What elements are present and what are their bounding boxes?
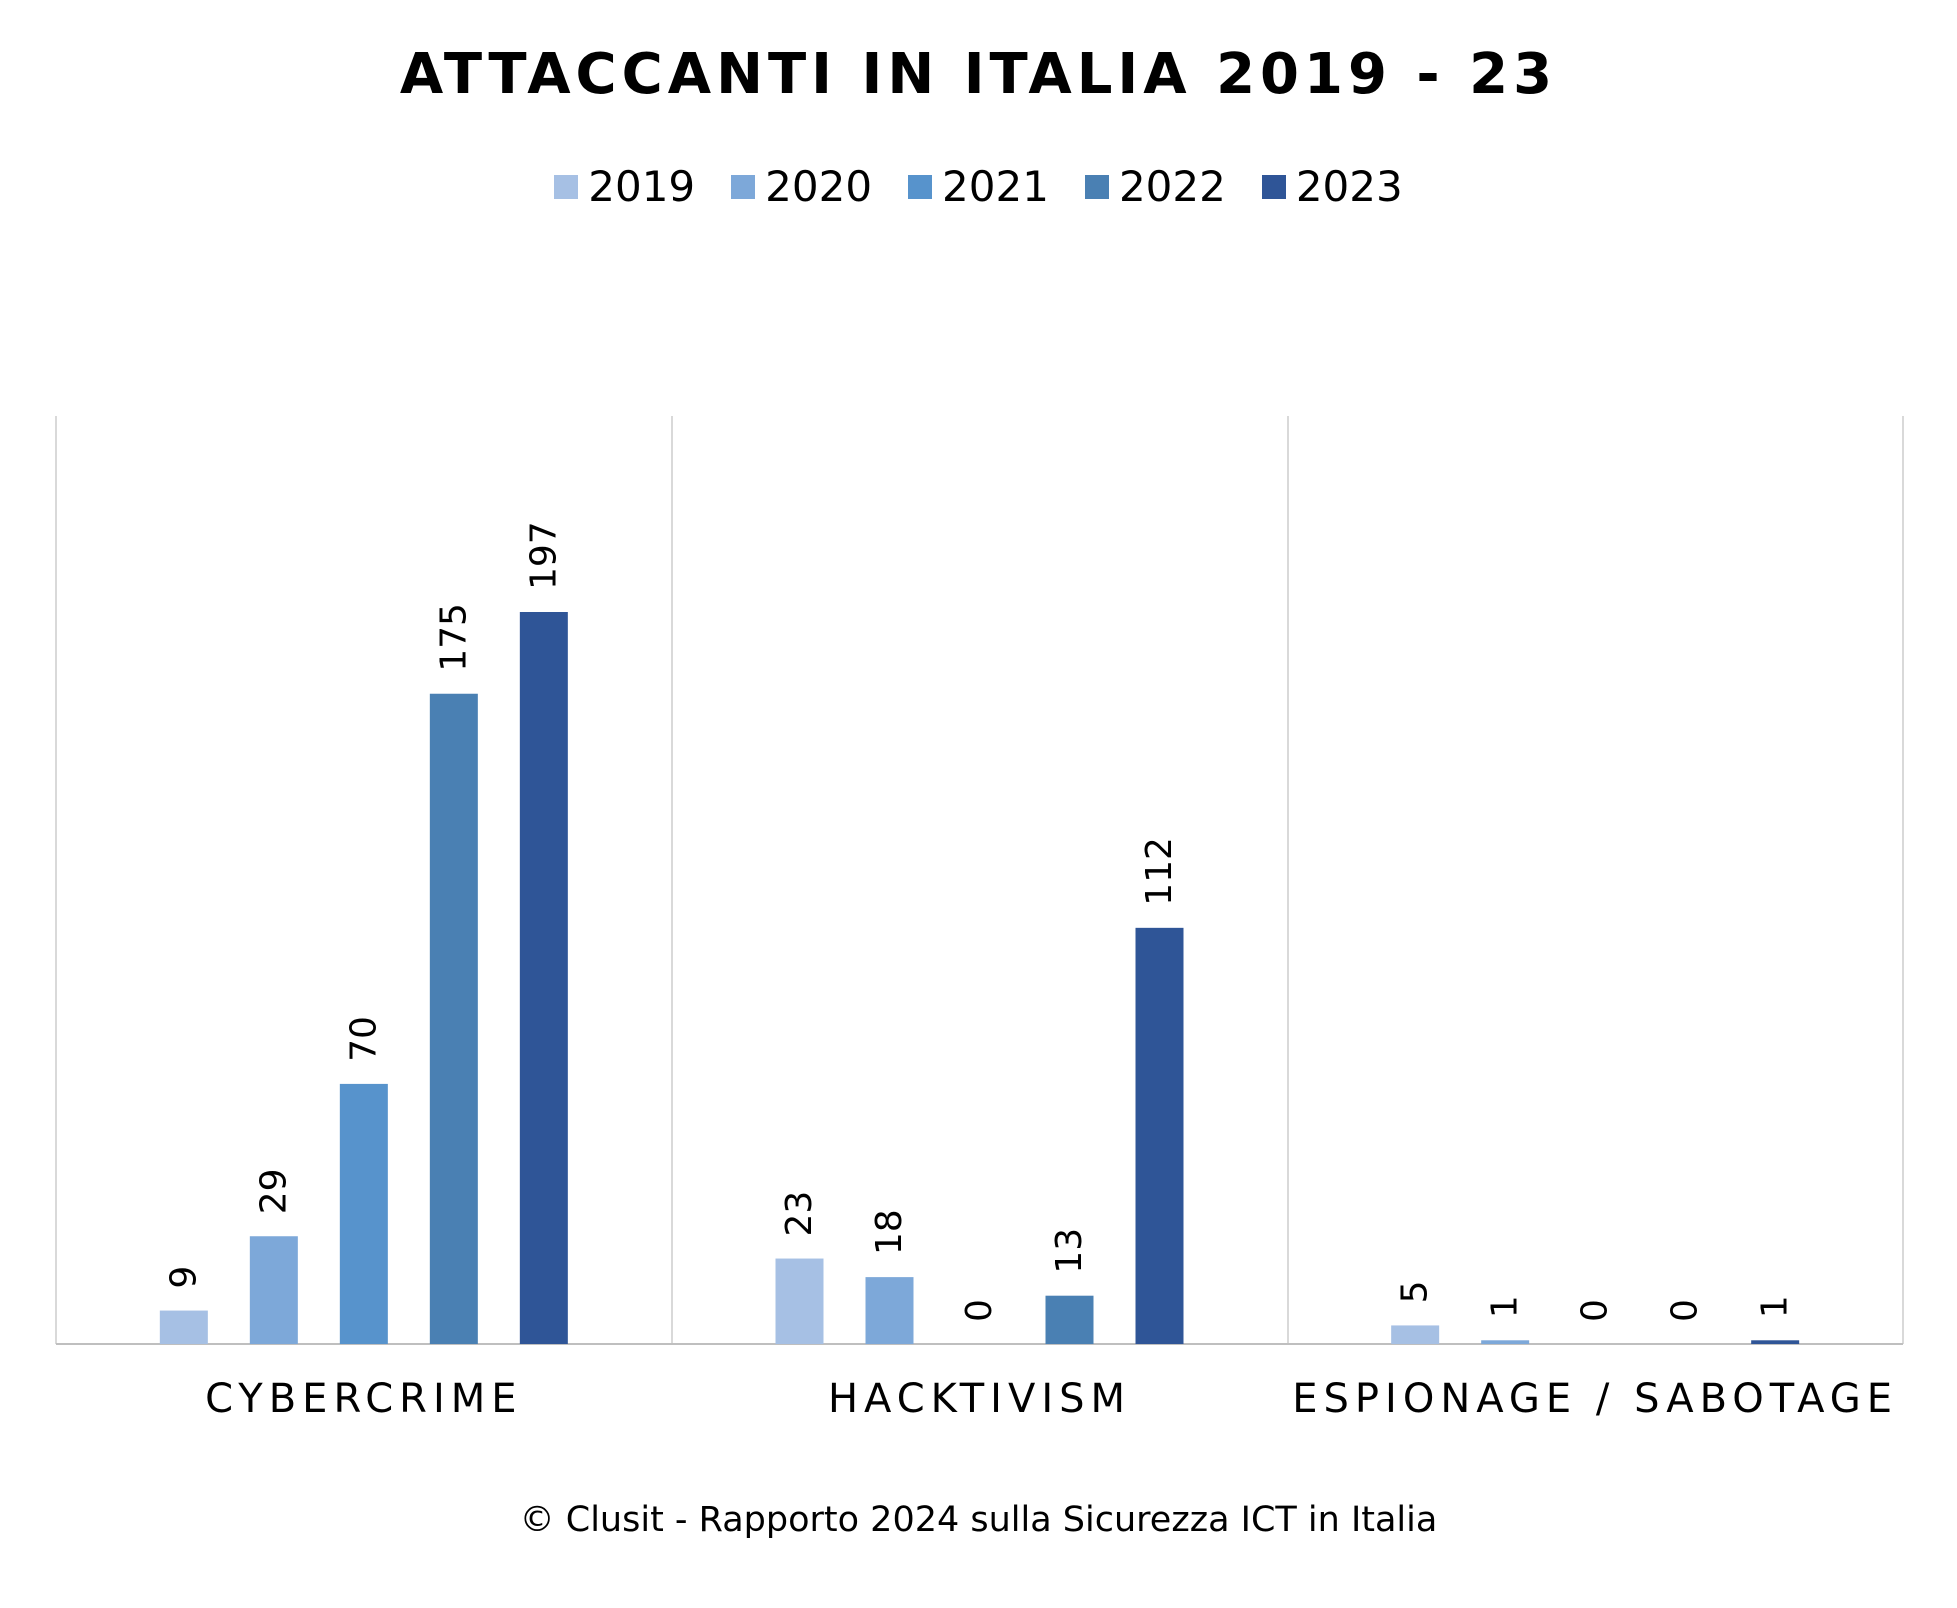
bar-hacktivism-2022 [1045, 1295, 1094, 1344]
bar-espionage-sabotage-2019 [1391, 1325, 1440, 1344]
data-label-hacktivism-2021: 0 [959, 1299, 1000, 1322]
data-label-cybercrime-2023: 197 [523, 521, 564, 590]
legend-swatch-2023 [1261, 174, 1286, 199]
bar-cybercrime-2020 [249, 1236, 298, 1344]
chart-title: ATTACCANTI IN ITALIA 2019 - 23 [399, 42, 1558, 107]
legend-label-2019: 2019 [588, 162, 696, 211]
data-label-espionage-sabotage-2020: 1 [1485, 1295, 1526, 1318]
data-label-hacktivism-2020: 18 [869, 1209, 910, 1255]
bar-espionage-sabotage-2023 [1751, 1340, 1800, 1344]
bar-hacktivism-2020 [865, 1277, 914, 1344]
bar-cybercrime-2022 [429, 693, 478, 1344]
data-label-espionage-sabotage-2019: 5 [1395, 1281, 1436, 1304]
data-label-hacktivism-2023: 112 [1139, 837, 1180, 906]
legend-swatch-2022 [1084, 174, 1109, 199]
legend-swatch-2019 [554, 174, 579, 199]
footer-credit: © Clusit - Rapporto 2024 sulla Sicurezza… [519, 1500, 1438, 1540]
legend-label-2023: 2023 [1295, 162, 1403, 211]
data-label-hacktivism-2022: 13 [1049, 1228, 1090, 1274]
data-label-espionage-sabotage-2021: 0 [1575, 1299, 1616, 1322]
legend-swatch-2020 [731, 174, 756, 199]
data-label-espionage-sabotage-2022: 0 [1665, 1299, 1706, 1322]
bar-espionage-sabotage-2020 [1481, 1340, 1530, 1344]
legend-item-2022: 2022 [1084, 162, 1226, 211]
category-label-0: CYBERCRIME [205, 1376, 522, 1422]
data-label-cybercrime-2021: 70 [343, 1016, 384, 1062]
category-label-2: ESPIONAGE / SABOTAGE [1292, 1376, 1898, 1422]
data-label-cybercrime-2022: 175 [433, 603, 474, 672]
legend-swatch-2021 [908, 174, 933, 199]
legend-label-2021: 2021 [942, 162, 1049, 211]
bar-cybercrime-2021 [339, 1083, 388, 1344]
legend-item-2019: 2019 [554, 162, 695, 211]
chart-legend: 2019 2020 2021 2022 2023 [0, 162, 1957, 211]
data-label-hacktivism-2019: 23 [779, 1191, 820, 1237]
data-label-cybercrime-2019: 9 [163, 1266, 204, 1289]
legend-item-2021: 2021 [908, 162, 1049, 211]
legend-item-2023: 2023 [1261, 162, 1403, 211]
legend-label-2022: 2022 [1118, 162, 1226, 211]
bar-cybercrime-2019 [159, 1310, 208, 1344]
category-label-1: HACKTIVISM [828, 1376, 1131, 1422]
data-label-cybercrime-2020: 29 [253, 1168, 294, 1214]
data-label-espionage-sabotage-2023: 1 [1755, 1295, 1796, 1318]
legend-label-2020: 2020 [765, 162, 873, 211]
bar-hacktivism-2023 [1135, 927, 1184, 1344]
bar-hacktivism-2019 [775, 1258, 824, 1344]
legend-item-2020: 2020 [731, 162, 872, 211]
bar-cybercrime-2023 [519, 612, 568, 1344]
